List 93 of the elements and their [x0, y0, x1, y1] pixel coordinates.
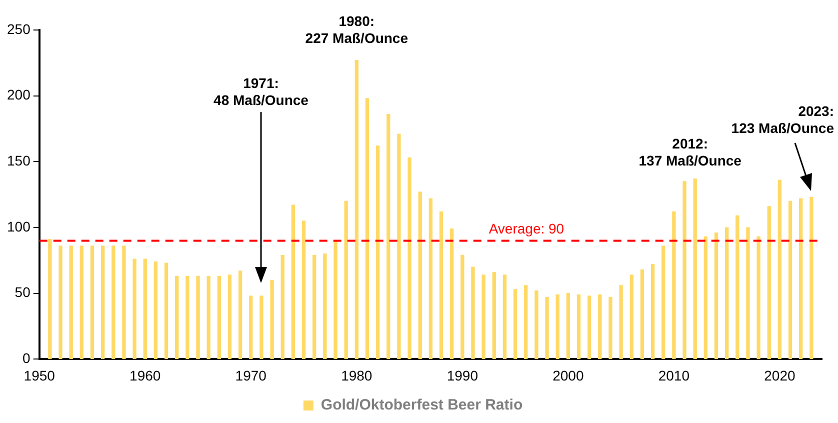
- bar: [810, 196, 814, 360]
- bar: [80, 246, 84, 360]
- bar: [704, 236, 708, 360]
- bar: [524, 285, 528, 360]
- bar: [175, 276, 179, 360]
- bar: [724, 227, 729, 360]
- bar: [354, 60, 358, 360]
- bar: [756, 236, 760, 360]
- x-tick-label: 1950: [24, 367, 56, 384]
- bar: [460, 254, 464, 360]
- bar: [323, 254, 327, 360]
- bar: [693, 178, 697, 360]
- bar: [598, 294, 602, 360]
- bar: [630, 274, 634, 360]
- bar: [619, 285, 623, 360]
- bar: [682, 181, 686, 360]
- x-tick-label: 1990: [446, 367, 478, 384]
- x-tick-label: 2010: [658, 367, 690, 384]
- bar: [556, 294, 560, 360]
- bar: [344, 200, 348, 360]
- bar: [471, 266, 475, 360]
- annotation: 1980: 227 Maß/Ounce: [305, 13, 408, 46]
- bar: [736, 215, 740, 360]
- bar: [280, 254, 284, 360]
- bar: [48, 239, 52, 360]
- bar: [291, 204, 296, 360]
- bar: [58, 246, 62, 360]
- bar: [312, 254, 316, 360]
- bar: [450, 228, 454, 360]
- bar: [482, 274, 486, 360]
- bar: [545, 296, 549, 360]
- x-tick-label: 2020: [764, 367, 796, 384]
- bar: [492, 272, 496, 360]
- bar: [397, 134, 401, 360]
- bar: [186, 276, 190, 360]
- bar: [408, 157, 412, 360]
- bar: [576, 294, 581, 360]
- bar: [122, 246, 126, 360]
- bar: [249, 296, 253, 360]
- bar: [302, 220, 306, 360]
- bar: [513, 289, 518, 360]
- bar: [132, 258, 136, 360]
- legend-label: Gold/Oktoberfest Beer Ratio: [320, 396, 523, 414]
- bar: [428, 198, 433, 360]
- bar: [334, 240, 338, 360]
- bar: [502, 274, 507, 360]
- bar: [767, 206, 771, 360]
- bar: [566, 293, 570, 360]
- bar: [608, 296, 612, 360]
- bar: [640, 269, 644, 360]
- bar: [260, 296, 264, 360]
- x-tick-label: 1980: [341, 367, 372, 384]
- bar: [69, 246, 73, 360]
- y-tick-label: 250: [7, 20, 31, 37]
- bar: [788, 200, 792, 360]
- bar: [672, 211, 676, 360]
- bar: [270, 280, 274, 360]
- bar: [238, 270, 242, 360]
- bar: [662, 246, 666, 360]
- bar: [365, 98, 370, 360]
- y-tick-label: 50: [14, 284, 31, 300]
- bar: [164, 262, 168, 360]
- y-tick-label: 0: [22, 350, 31, 366]
- bar: [418, 192, 422, 360]
- annotation: 2012: 137 Maß/Ounce: [638, 136, 742, 169]
- bar: [386, 114, 390, 360]
- bar: [376, 146, 380, 360]
- y-tick-label: 200: [7, 86, 31, 103]
- x-tick-label: 1960: [130, 367, 161, 384]
- bar: [206, 276, 210, 360]
- bar: [799, 198, 803, 360]
- bar: [217, 276, 221, 360]
- y-tick-label: 100: [7, 218, 31, 234]
- ref-line-label: Average: 90: [488, 220, 564, 237]
- bar: [143, 258, 147, 360]
- x-tick-label: 1970: [235, 367, 267, 384]
- annotation: 2023: 123 Maß/Ounce: [731, 102, 834, 136]
- x-tick-label: 2000: [552, 367, 584, 384]
- bar: [196, 276, 200, 360]
- bar: [650, 264, 655, 360]
- bar: [154, 261, 158, 360]
- annotation: 1971: 48 Maß/Ounce: [214, 74, 309, 108]
- bar: [778, 180, 782, 360]
- y-tick-label: 150: [7, 152, 31, 169]
- bar: [714, 232, 718, 360]
- bar: [90, 246, 94, 360]
- bar: [587, 296, 592, 360]
- bar: [112, 246, 116, 360]
- bar: [228, 274, 232, 360]
- bar: [746, 227, 750, 360]
- bar: [534, 290, 538, 360]
- bar: [439, 211, 444, 360]
- bar: [100, 246, 105, 360]
